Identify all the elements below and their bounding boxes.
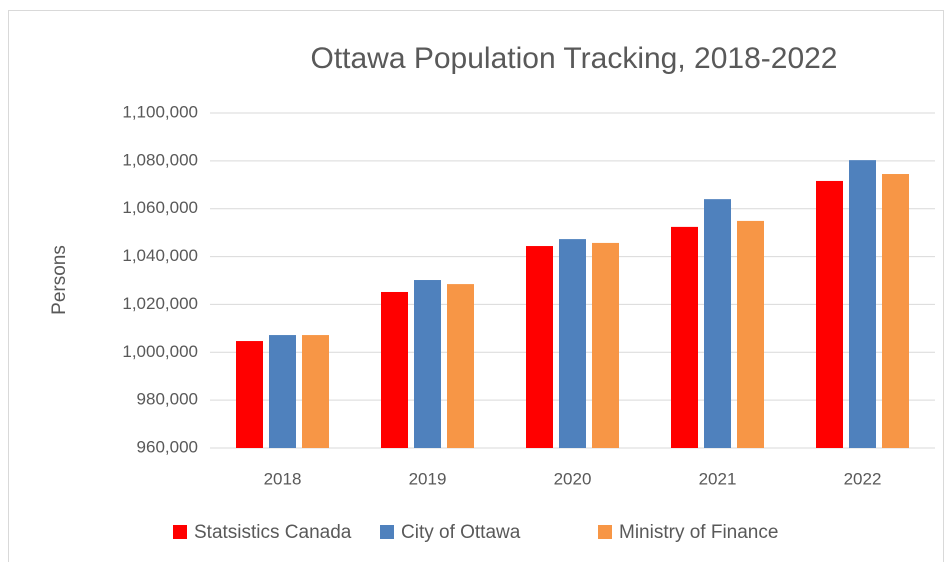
y-tick-label: 1,020,000 xyxy=(122,294,198,313)
bar xyxy=(849,160,876,448)
y-tick-label: 1,060,000 xyxy=(122,198,198,217)
x-tick-label: 2021 xyxy=(699,469,737,488)
bar xyxy=(381,291,408,448)
bar xyxy=(737,220,764,448)
bar xyxy=(414,280,441,448)
y-tick-label: 980,000 xyxy=(137,390,198,409)
legend-swatch xyxy=(173,525,187,539)
x-tick-label: 2020 xyxy=(554,469,592,488)
bar xyxy=(882,174,909,448)
y-axis-label: Persons xyxy=(49,245,70,315)
bar xyxy=(302,335,329,448)
legend-swatch xyxy=(598,525,612,539)
y-tick-label: 1,040,000 xyxy=(122,246,198,265)
bar xyxy=(447,284,474,448)
legend-label: City of Ottawa xyxy=(401,522,521,543)
chart-title: Ottawa Population Tracking, 2018-2022 xyxy=(310,42,837,75)
legend-label: Statsistics Canada xyxy=(194,522,352,543)
bar xyxy=(704,199,731,448)
x-tick-label: 2019 xyxy=(409,469,447,488)
bar xyxy=(671,226,698,448)
y-tick-label: 1,100,000 xyxy=(122,102,198,121)
y-tick-label: 1,080,000 xyxy=(122,150,198,169)
bar xyxy=(592,242,619,448)
x-tick-label: 2018 xyxy=(264,469,302,488)
bar xyxy=(816,180,843,448)
y-tick-label: 1,000,000 xyxy=(122,342,198,361)
bar xyxy=(559,239,586,448)
y-tick-label: 960,000 xyxy=(137,437,198,456)
bar xyxy=(526,246,553,448)
chart-border xyxy=(8,10,944,562)
bar xyxy=(269,335,296,448)
legend-swatch xyxy=(380,525,394,539)
x-tick-label: 2022 xyxy=(844,469,882,488)
bar xyxy=(236,341,263,448)
legend-label: Ministry of Finance xyxy=(619,522,778,543)
